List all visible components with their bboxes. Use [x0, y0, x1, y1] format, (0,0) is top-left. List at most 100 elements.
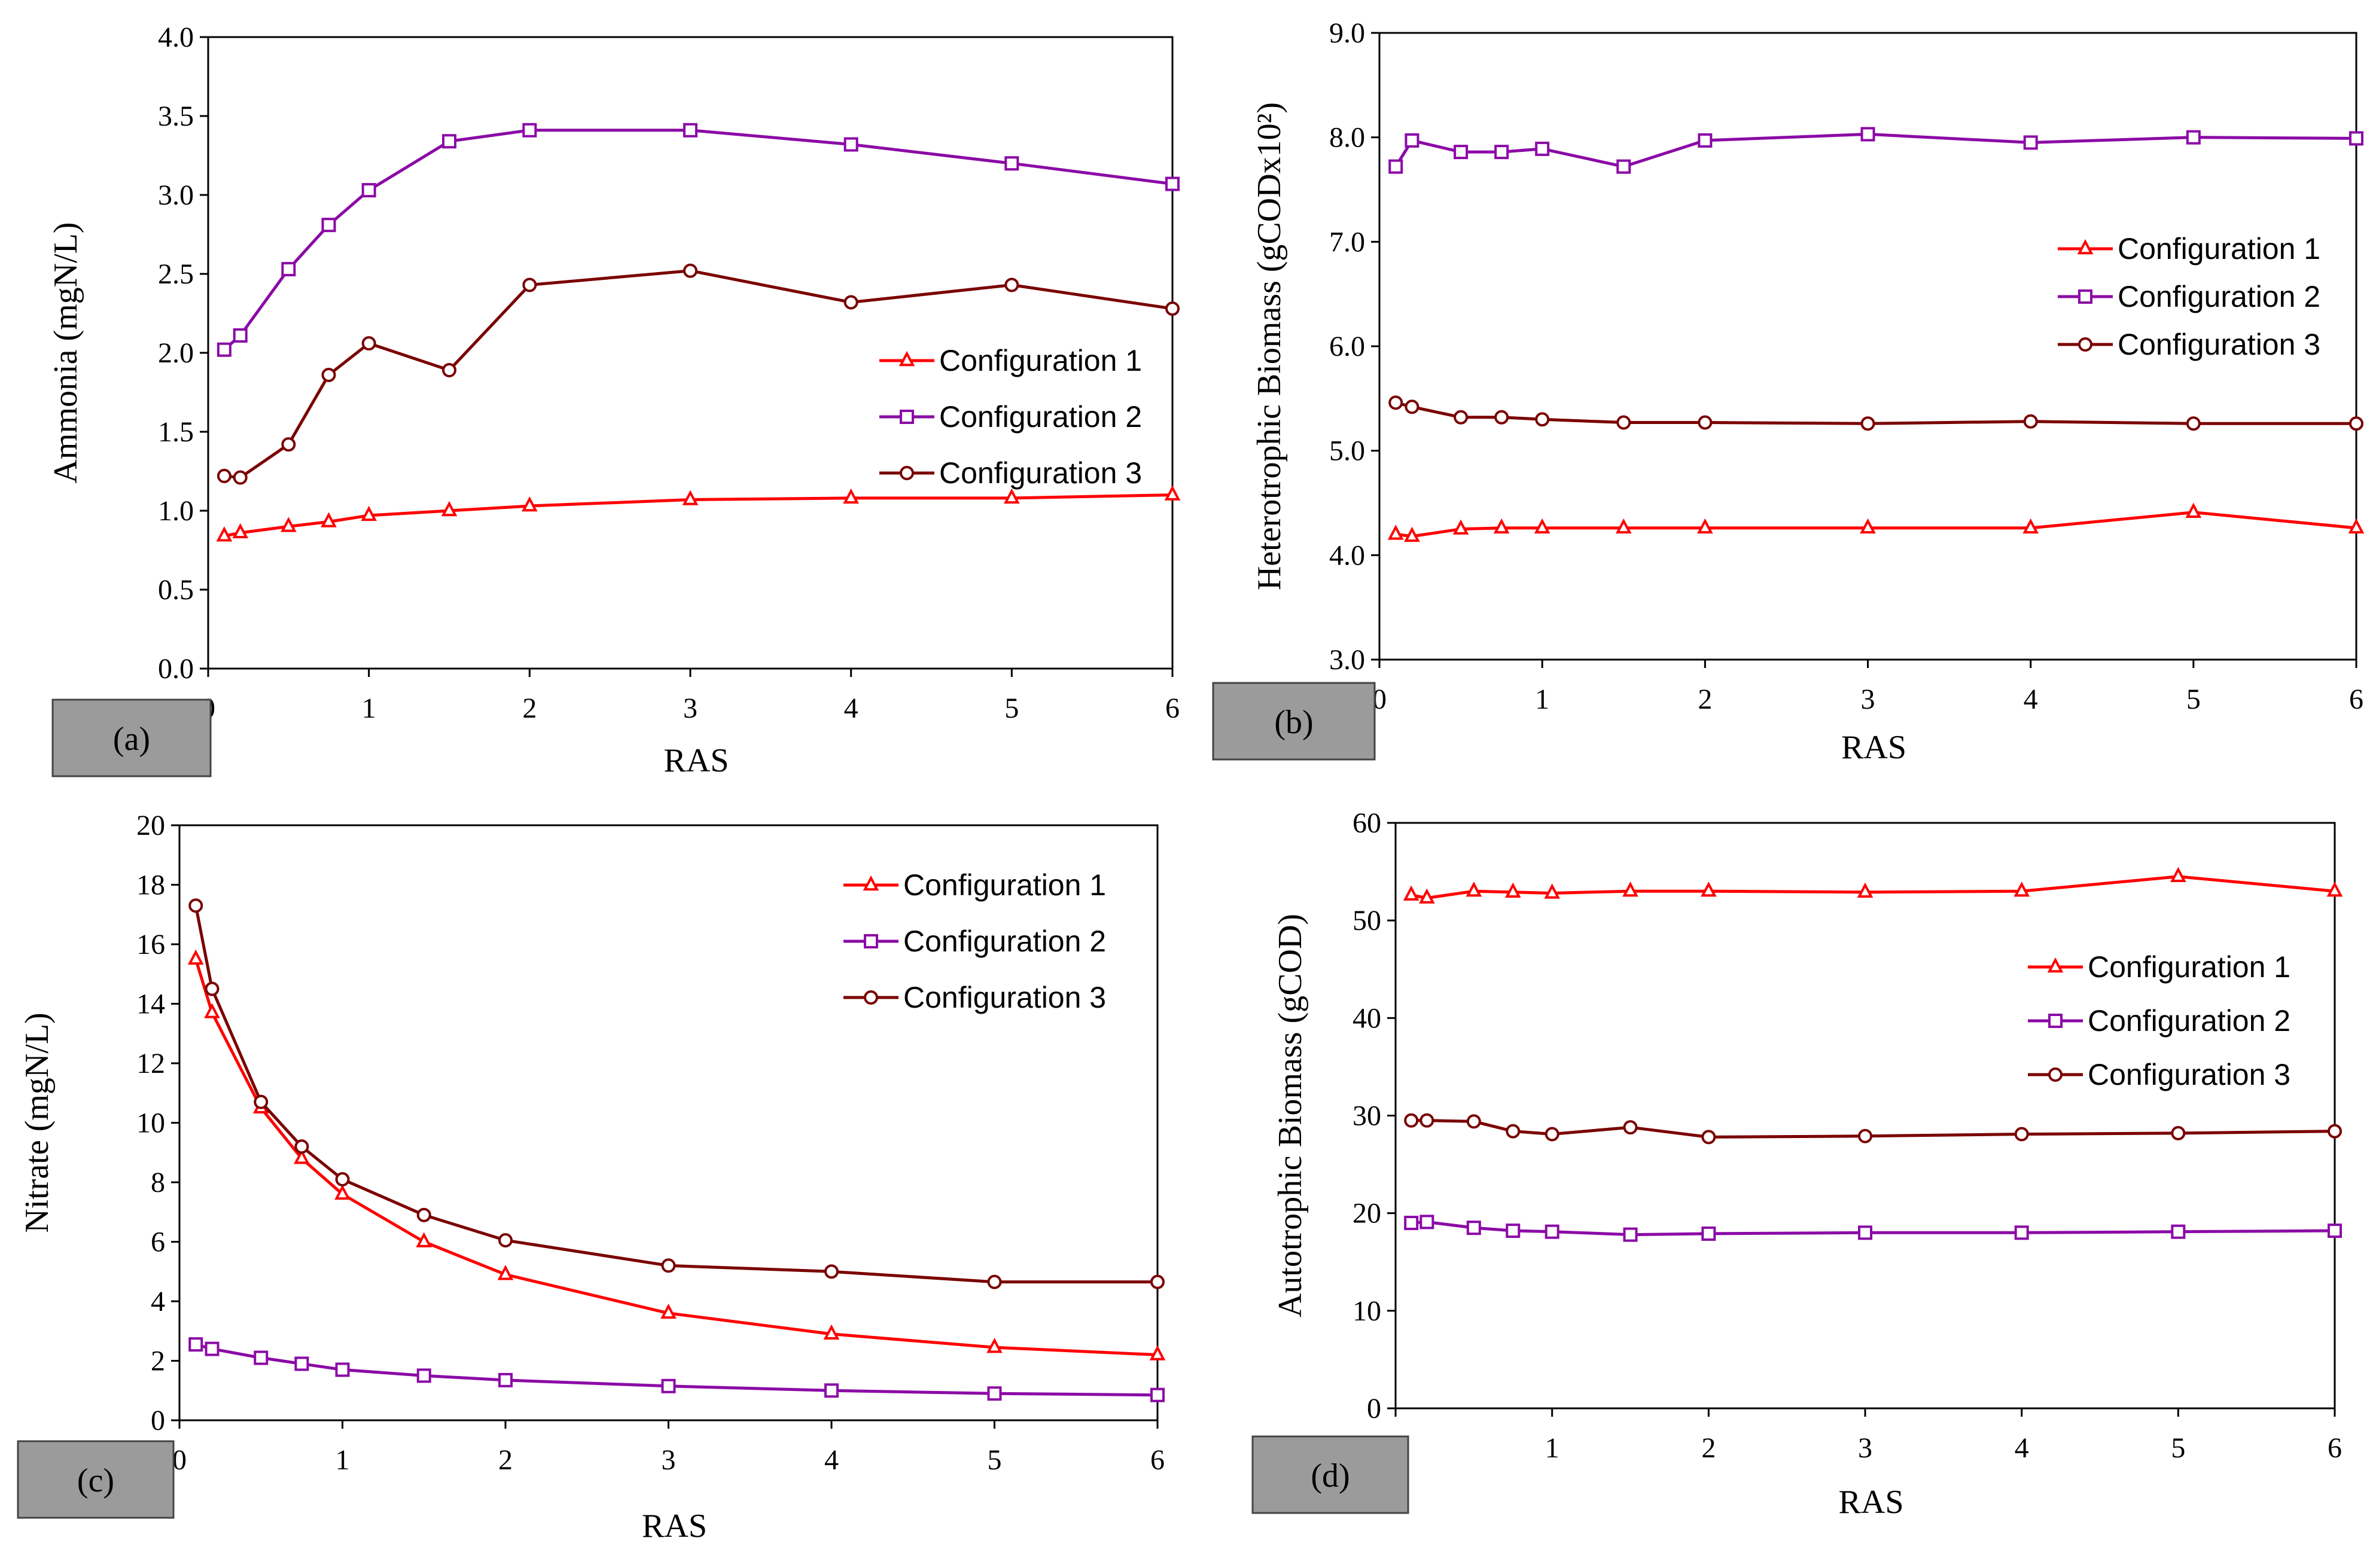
data-point-configuration-1: [1452, 519, 1469, 535]
data-point-configuration-1: [1504, 882, 1521, 898]
plot-area: [178, 824, 1159, 1421]
data-point-configuration-1: [682, 490, 699, 505]
data-point-configuration-2: [361, 183, 376, 198]
x-tick-label: 3: [662, 1444, 676, 1476]
data-point-configuration-2: [1466, 1221, 1481, 1236]
y-tick-label: 0: [1367, 1393, 1381, 1424]
data-point-configuration-1: [1534, 518, 1551, 534]
x-axis-title: RAS: [664, 742, 729, 779]
data-point-configuration-1: [204, 1003, 220, 1018]
data-point-configuration-3: [1506, 1124, 1521, 1139]
data-point-configuration-2: [1506, 1224, 1521, 1238]
y-tick-label: 4.0: [1329, 539, 1365, 571]
x-tick-label: 5: [988, 1444, 1002, 1476]
y-tick-label: 14: [136, 989, 165, 1020]
series-configuration-2: [188, 1337, 1165, 1402]
data-point-configuration-2: [188, 1337, 203, 1352]
data-point-configuration-1: [2014, 881, 2030, 897]
x-tick-label: 4: [2024, 684, 2038, 715]
series-configuration-1: [1387, 502, 2365, 542]
data-point-configuration-3: [361, 336, 376, 351]
data-point-configuration-3: [1858, 1128, 1872, 1143]
data-point-configuration-1: [1004, 488, 1020, 504]
data-point-configuration-3: [2171, 1125, 2186, 1140]
legend-marker-configuration-1: [898, 350, 915, 367]
x-tick-label: 1: [336, 1444, 350, 1476]
y-tick-label: 3.0: [158, 179, 194, 211]
data-point-configuration-3: [1466, 1114, 1481, 1129]
data-point-configuration-2: [233, 328, 248, 343]
data-point-configuration-2: [987, 1386, 1002, 1401]
y-tick-label: 16: [136, 929, 165, 960]
data-point-configuration-1: [843, 488, 859, 504]
data-point-configuration-3: [294, 1139, 309, 1154]
legend-label-configuration-2: Configuration 2: [939, 400, 1142, 434]
data-point-configuration-2: [522, 123, 537, 138]
data-point-configuration-2: [1004, 156, 1019, 171]
panel-label: (a): [51, 698, 212, 777]
legend-label-configuration-3: Configuration 3: [903, 981, 1106, 1014]
x-axis-title: RAS: [1841, 729, 1906, 766]
data-point-configuration-1: [2185, 502, 2202, 518]
legend-label-configuration-2: Configuration 2: [903, 925, 1106, 958]
y-tick-label: 60: [1353, 807, 1381, 839]
data-point-configuration-2: [1388, 159, 1403, 174]
panel-label: (c): [17, 1440, 175, 1519]
series-configuration-2: [1388, 127, 2363, 174]
y-tick-label: 20: [136, 810, 165, 841]
data-point-configuration-2: [1405, 133, 1420, 148]
data-point-configuration-2: [2349, 131, 2363, 146]
x-tick-label: 2: [1701, 1432, 1716, 1464]
x-tick-label: 1: [1535, 684, 1549, 715]
data-point-configuration-3: [1150, 1274, 1165, 1289]
data-point-configuration-1: [281, 517, 297, 532]
data-point-configuration-1: [660, 1303, 677, 1319]
data-point-configuration-1: [1387, 524, 1404, 540]
x-tick-label: 3: [683, 693, 697, 724]
y-tick-label: 12: [136, 1048, 165, 1079]
data-point-configuration-1: [1544, 883, 1560, 899]
data-point-configuration-1: [1493, 518, 1510, 534]
legend: Configuration 1 Configuration 2 Configurat…: [843, 868, 1106, 1014]
data-point-configuration-3: [217, 468, 231, 483]
data-point-configuration-3: [1623, 1120, 1638, 1135]
data-point-configuration-1: [2348, 518, 2365, 534]
y-tick-label: 50: [1353, 905, 1381, 936]
data-point-configuration-2: [254, 1350, 269, 1365]
panel-label-box: [51, 698, 212, 777]
data-point-configuration-2: [824, 1383, 839, 1398]
data-point-configuration-3: [661, 1258, 676, 1273]
data-point-configuration-1: [1164, 485, 1181, 501]
x-axis-title: RAS: [642, 1508, 707, 1545]
panel-label-text: (a): [113, 721, 150, 758]
data-point-configuration-3: [335, 1172, 350, 1187]
data-point-configuration-2: [2171, 1224, 2186, 1239]
x-tick-label: 6: [2328, 1432, 2342, 1464]
legend-marker-configuration-1: [2047, 957, 2064, 973]
data-point-configuration-2: [683, 123, 697, 138]
chart-d: 01020304050600123456RASAutotrophic Bioma…: [1251, 807, 2343, 1521]
x-tick-label: 3: [1861, 684, 1875, 715]
x-tick-label: 4: [844, 693, 858, 724]
data-point-configuration-1: [1615, 518, 1632, 534]
panel-label-box: [1212, 682, 1376, 761]
chart-b: 3.04.05.06.07.08.09.00 1 2 3 4 5 6RASHeterotro…: [1212, 17, 2365, 766]
data-point-configuration-1: [1622, 881, 1638, 897]
panel-label-text: (d): [1311, 1457, 1350, 1494]
panel-label: (b): [1212, 682, 1376, 761]
data-point-configuration-1: [334, 1184, 351, 1200]
x-tick-label: 1: [1545, 1432, 1559, 1464]
data-point-configuration-1: [232, 523, 249, 539]
legend-marker-configuration-3: [864, 990, 878, 1005]
y-tick-label: 2.5: [158, 258, 194, 290]
y-axis-title: Nitrate (mgN/L): [19, 1012, 56, 1233]
series-configuration-3: [1404, 1113, 2342, 1145]
legend-label-configuration-2: Configuration 2: [2118, 280, 2320, 313]
data-point-configuration-1: [1403, 885, 1420, 901]
legend-marker-configuration-2: [2078, 289, 2092, 304]
y-tick-label: 10: [136, 1108, 165, 1139]
data-point-configuration-1: [1149, 1345, 1166, 1360]
data-point-configuration-3: [1004, 277, 1019, 292]
data-point-configuration-2: [1150, 1387, 1165, 1402]
data-point-configuration-2: [1701, 1226, 1716, 1241]
